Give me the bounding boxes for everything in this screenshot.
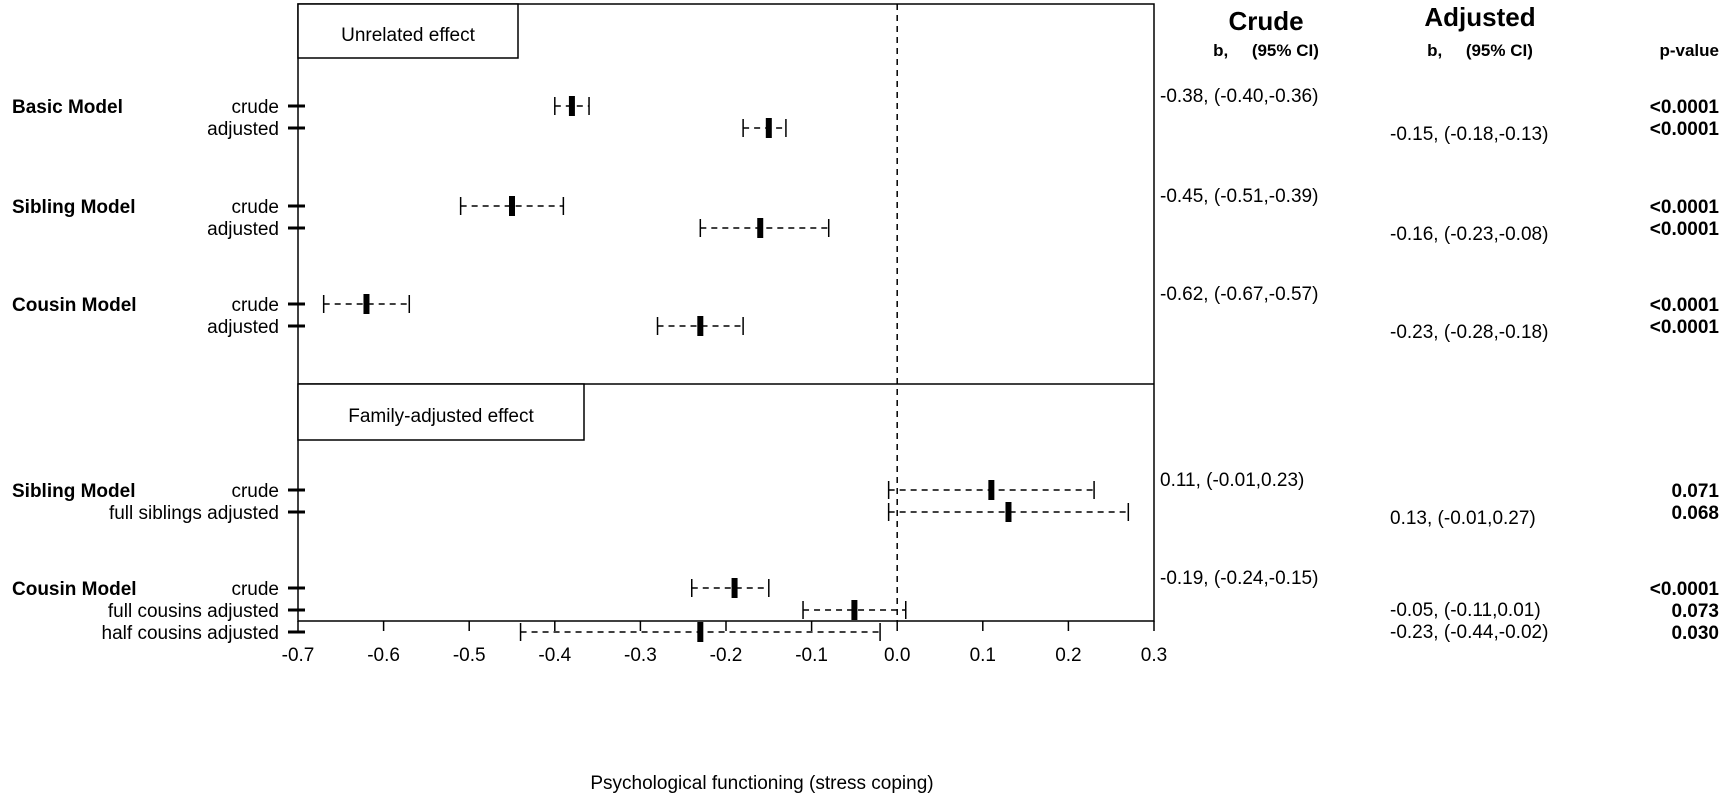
pvalue-column-header: p-value xyxy=(1659,41,1719,60)
x-tick-label: -0.4 xyxy=(538,645,571,666)
p-value-text: <0.0001 xyxy=(1650,219,1720,240)
crude-estimate-text: -0.19, (-0.24,-0.15) xyxy=(1160,568,1318,589)
x-tick-label: -0.1 xyxy=(795,645,828,666)
estimate-marker xyxy=(697,622,704,642)
row-label: crude xyxy=(231,579,279,600)
estimate-marker xyxy=(731,578,738,598)
crude-column-title: Crude xyxy=(1228,6,1303,36)
plot-frame xyxy=(297,3,1155,622)
p-value-text: <0.0001 xyxy=(1650,295,1720,316)
p-value-text: <0.0001 xyxy=(1650,579,1720,600)
x-tick-label: -0.6 xyxy=(367,645,400,666)
estimate-marker xyxy=(363,294,370,314)
x-axis: -0.7 -0.6 -0.5 -0.4 -0.3 -0.2 -0.1 0.0 0.1 0.2 0.3 xyxy=(282,621,1167,666)
crude-estimate-text: 0.11, (-0.01,0.23) xyxy=(1160,470,1304,491)
row-label: adjusted xyxy=(207,317,279,338)
row-label: crude xyxy=(231,197,279,218)
adjusted-column-subtitle: b, (95% CI) xyxy=(1427,41,1533,60)
x-axis-label: Psychological functioning (stress coping… xyxy=(590,773,933,794)
row-label: full siblings adjusted xyxy=(109,503,279,524)
crude-estimate-text: -0.38, (-0.40,-0.36) xyxy=(1160,86,1318,107)
row-label: adjusted xyxy=(207,219,279,240)
crude-estimate-text: -0.62, (-0.67,-0.57) xyxy=(1160,284,1318,305)
group-label: Cousin Model xyxy=(12,295,137,316)
p-value-text: 0.071 xyxy=(1671,481,1719,502)
row-label: full cousins adjusted xyxy=(108,601,279,622)
group-label: Sibling Model xyxy=(12,197,136,218)
p-value-text: <0.0001 xyxy=(1650,97,1720,118)
row-label: crude xyxy=(231,481,279,502)
panel-title-family: Family-adjusted effect xyxy=(297,383,585,441)
p-value-text: 0.068 xyxy=(1671,503,1719,524)
adjusted-estimate-text: -0.05, (-0.11,0.01) xyxy=(1390,600,1541,621)
group-label: Sibling Model xyxy=(12,481,136,502)
adjusted-estimate-text: -0.23, (-0.44,-0.02) xyxy=(1390,622,1548,643)
estimate-marker xyxy=(765,118,772,138)
x-tick-label: 0.2 xyxy=(1055,645,1081,666)
row-label: crude xyxy=(231,295,279,316)
crude-column-subtitle: b, (95% CI) xyxy=(1213,41,1319,60)
x-tick-label: 0.1 xyxy=(970,645,996,666)
row-label: crude xyxy=(231,97,279,118)
panel-title-family-text: Family-adjusted effect xyxy=(348,406,534,427)
adjusted-estimate-text: -0.23, (-0.28,-0.18) xyxy=(1390,322,1548,343)
p-value-text: <0.0001 xyxy=(1650,119,1720,140)
p-value-text: 0.030 xyxy=(1671,623,1719,644)
estimate-marker xyxy=(757,218,764,238)
row-label: half cousins adjusted xyxy=(102,623,279,644)
x-tick-label: -0.3 xyxy=(624,645,657,666)
group-label: Basic Model xyxy=(12,97,123,118)
p-value-text: <0.0001 xyxy=(1650,197,1720,218)
p-value-text: <0.0001 xyxy=(1650,317,1720,338)
estimate-marker xyxy=(851,600,858,620)
x-tick-label: 0.3 xyxy=(1141,645,1167,666)
p-value-text: 0.073 xyxy=(1671,601,1719,622)
x-tick-label: -0.7 xyxy=(282,645,315,666)
panel-title-unrelated-text: Unrelated effect xyxy=(341,25,476,46)
adjusted-column-title: Adjusted xyxy=(1424,2,1535,32)
estimate-marker xyxy=(509,196,515,216)
x-tick-label: 0.0 xyxy=(884,645,910,666)
adjusted-estimate-text: -0.16, (-0.23,-0.08) xyxy=(1390,224,1548,245)
panel-title-unrelated: Unrelated effect xyxy=(297,3,519,59)
row-label: adjusted xyxy=(207,119,279,140)
estimate-marker xyxy=(1005,502,1012,522)
crude-estimate-text: -0.45, (-0.51,-0.39) xyxy=(1160,186,1318,207)
x-tick-label: -0.2 xyxy=(710,645,743,666)
adjusted-estimate-text: 0.13, (-0.01,0.27) xyxy=(1390,508,1536,529)
forest-rows: Basic Model crude -0.38, (-0.40,-0.36) <0.0… xyxy=(12,86,1719,644)
x-tick-label: -0.5 xyxy=(453,645,486,666)
adjusted-estimate-text: -0.15, (-0.18,-0.13) xyxy=(1390,124,1548,145)
estimate-marker xyxy=(988,480,995,500)
group-label: Cousin Model xyxy=(12,579,137,600)
estimate-marker xyxy=(568,96,575,116)
estimate-marker xyxy=(697,316,704,336)
